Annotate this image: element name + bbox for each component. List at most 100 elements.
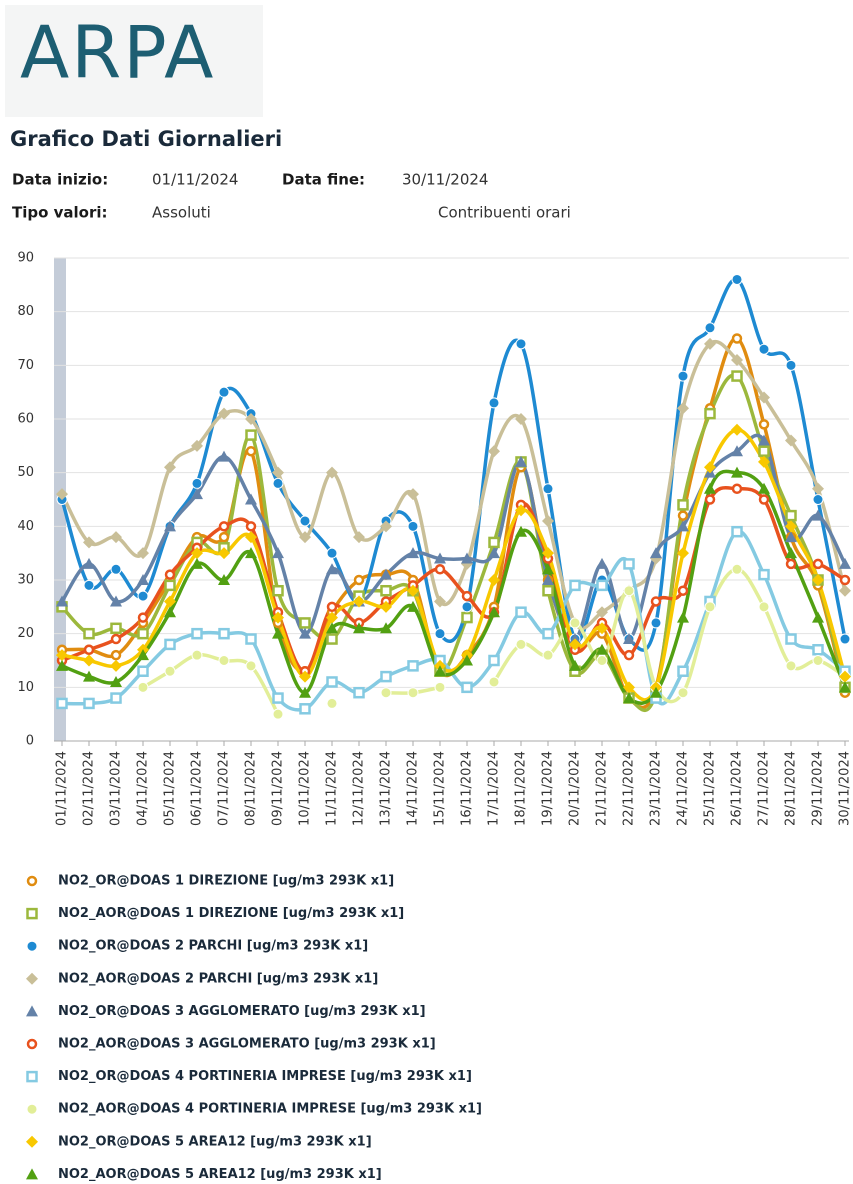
point xyxy=(137,612,149,623)
point xyxy=(164,665,176,677)
point xyxy=(812,482,824,495)
point xyxy=(380,622,392,634)
point xyxy=(650,547,662,559)
point xyxy=(326,611,338,624)
point xyxy=(83,579,95,591)
point xyxy=(326,601,338,613)
end-value: 30/11/2024 xyxy=(402,171,488,189)
point xyxy=(272,466,284,479)
point xyxy=(542,547,554,560)
y-tick-label: 20 xyxy=(17,626,34,641)
x-tick-label: 24/11/2024 xyxy=(676,751,691,826)
x-tick-label: 27/11/2024 xyxy=(757,751,772,826)
point xyxy=(731,273,743,285)
point xyxy=(83,654,95,667)
point xyxy=(488,547,500,559)
legend-label: NO2_OR@DOAS 5 AREA12 [ug/m3 293K x1] xyxy=(58,1134,372,1149)
legend-icon xyxy=(26,1168,38,1180)
x-tick-label: 26/11/2024 xyxy=(730,751,745,826)
start-value: 01/11/2024 xyxy=(152,171,238,189)
point xyxy=(785,509,797,522)
point xyxy=(542,563,554,575)
x-tick-label: 28/11/2024 xyxy=(784,751,799,826)
x-tick-label: 02/11/2024 xyxy=(82,751,97,826)
y-tick-label: 60 xyxy=(17,412,34,427)
point xyxy=(110,692,122,704)
point xyxy=(326,697,338,709)
point xyxy=(731,445,743,457)
point xyxy=(164,638,176,651)
point xyxy=(299,617,311,629)
point xyxy=(245,660,257,672)
point xyxy=(110,675,122,687)
point xyxy=(731,423,743,436)
point xyxy=(731,370,743,382)
x-tick-label: 20/11/2024 xyxy=(568,751,583,826)
point xyxy=(326,633,338,645)
x-tick-label: 04/11/2024 xyxy=(136,751,151,826)
point xyxy=(785,531,797,543)
legend-icon xyxy=(26,972,38,985)
point xyxy=(407,600,419,612)
point xyxy=(758,482,770,494)
point xyxy=(110,633,122,645)
point xyxy=(812,644,824,656)
x-tick-label: 13/11/2024 xyxy=(379,751,394,826)
point xyxy=(137,665,149,677)
point xyxy=(299,515,311,527)
point xyxy=(407,584,419,597)
x-tick-label: 18/11/2024 xyxy=(514,751,529,826)
point xyxy=(785,520,797,533)
point xyxy=(353,531,365,544)
point xyxy=(299,531,311,544)
x-tick-label: 03/11/2024 xyxy=(109,751,124,826)
y-tick-label: 10 xyxy=(17,680,34,695)
point xyxy=(83,557,95,569)
point xyxy=(380,584,392,597)
x-tick-label: 06/11/2024 xyxy=(190,751,205,826)
point xyxy=(164,520,176,532)
end-label: Data fine: xyxy=(282,171,365,189)
legend-label: NO2_AOR@DOAS 3 AGGLOMERATO [ug/m3 293K x… xyxy=(58,1037,436,1052)
x-tick-label: 11/11/2024 xyxy=(325,751,340,826)
point xyxy=(56,595,68,607)
point xyxy=(704,461,716,474)
point xyxy=(218,627,230,640)
point xyxy=(245,445,257,457)
point xyxy=(677,520,689,532)
point xyxy=(461,552,473,564)
point xyxy=(137,574,149,585)
start-label: Data inizio: xyxy=(12,171,108,189)
point xyxy=(542,483,554,495)
legend-icon xyxy=(26,940,38,952)
point xyxy=(731,353,743,366)
point xyxy=(731,563,743,575)
legend-icon xyxy=(26,907,38,920)
point xyxy=(704,407,716,420)
point xyxy=(758,445,770,457)
point xyxy=(758,494,770,505)
point xyxy=(434,552,446,564)
point xyxy=(380,670,392,683)
point xyxy=(299,627,311,639)
point xyxy=(407,660,419,672)
point xyxy=(110,595,122,607)
point xyxy=(407,488,419,501)
point xyxy=(137,547,149,560)
point xyxy=(758,455,770,468)
point xyxy=(542,514,554,527)
x-tick-label: 09/11/2024 xyxy=(271,751,286,826)
point xyxy=(56,659,68,671)
series-line xyxy=(60,433,847,641)
point xyxy=(677,687,689,699)
point xyxy=(515,638,527,650)
point xyxy=(191,439,203,452)
point xyxy=(488,574,500,586)
series-line xyxy=(60,373,847,712)
point xyxy=(218,386,230,398)
point xyxy=(326,547,338,559)
point xyxy=(596,655,608,666)
point xyxy=(461,681,473,694)
point xyxy=(677,402,689,415)
